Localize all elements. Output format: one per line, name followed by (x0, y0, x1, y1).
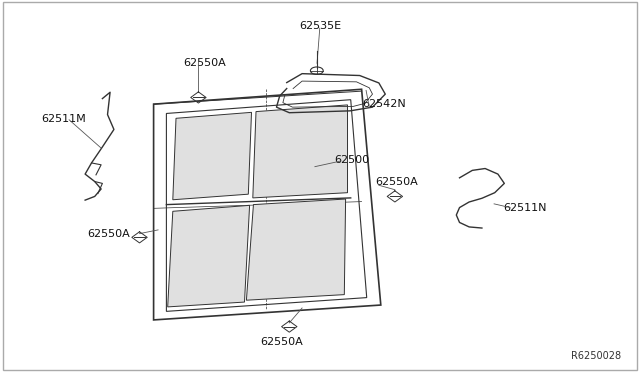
Polygon shape (253, 105, 348, 198)
Text: 62500: 62500 (335, 155, 369, 165)
Text: 62542N: 62542N (362, 99, 406, 109)
Text: 62550A: 62550A (260, 337, 303, 347)
Text: 62511N: 62511N (503, 203, 547, 213)
Polygon shape (173, 112, 252, 200)
Text: 62535E: 62535E (299, 21, 341, 31)
Text: R6250028: R6250028 (571, 351, 621, 361)
Text: 62550A: 62550A (88, 230, 130, 239)
Text: 62511M: 62511M (42, 114, 86, 124)
Text: 62550A: 62550A (184, 58, 226, 68)
Polygon shape (246, 199, 346, 300)
Text: 62550A: 62550A (376, 177, 418, 187)
Polygon shape (168, 205, 250, 307)
